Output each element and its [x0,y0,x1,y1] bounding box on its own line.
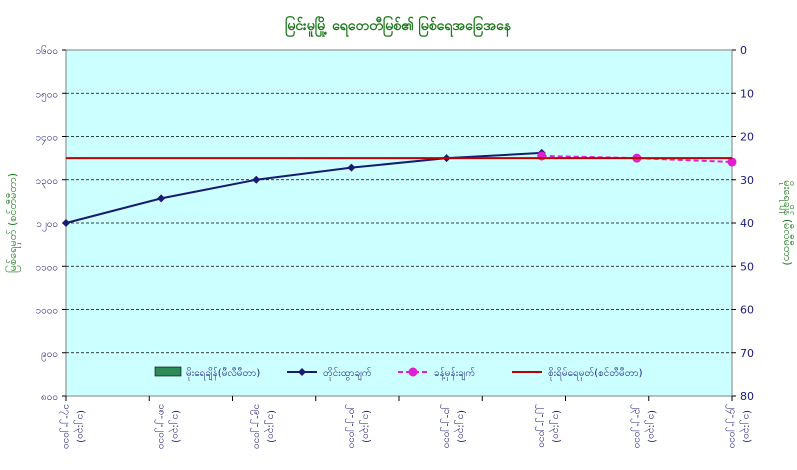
right-tick-label: 60 [740,304,754,317]
legend-marker-diamond [298,368,306,376]
x-tick-time: (၁၂:၃၀) [549,410,562,443]
left-tick-label: ၁၃၀၀ [36,176,59,189]
x-tick-time: (၁၂:၃၀) [454,410,467,443]
x-tick-time: (၁၂:၃၀) [739,410,752,443]
right-tick-label: 50 [740,260,754,273]
y-axis-right-label: မိုးရေချိန် (မီလီမီတာ) [779,180,794,265]
series-layer [62,148,737,227]
left-tick-label: ၈၀၀ [41,392,58,403]
x-tick-time: (၁၂:၃၀) [168,410,181,443]
left-tick-label: ၁၁၀၀ [36,262,59,273]
right-tick-label: 30 [740,174,754,187]
chart-title: မြင်းမူမြို့ ရေ၀ောတီမြစ်၏ မြစ်ရေအခြေအနေ [285,16,512,37]
x-tick-date: ၂၂-၂-၂၀၁၀ [535,404,548,448]
x-tick-label: ၁၈-၂-၂၀၁၀ (၁၂:၃၀) [154,404,181,449]
x-tick-label: ၂၃-၂-၂၀၁၀ (၁၂:၃၀) [630,404,657,448]
x-tick-date: ၂၁-၂-၂၀၁၀ [440,404,453,448]
left-tick-label: ၁၆၀၀ [36,44,59,57]
left-tick-label: ၁၄၀၀ [36,133,59,146]
left-tick-label: ၁၅၀၀ [36,89,59,102]
legend-label: မိုးရေချိန်(မီလီမီတာ) [186,366,260,381]
x-tick-time: (၁၂:၃၀) [644,410,657,443]
observed-point [157,194,166,203]
right-tick-label: 40 [740,217,754,230]
x-tick-date: ၂၄-၂-၂၀၁၀ [725,404,738,448]
gridlines [66,92,732,354]
x-tick-time: (၁၂:၃၀) [358,410,371,443]
observed-point [347,163,356,172]
left-tick-label: ၁၀၀၀ [36,306,59,317]
right-axis-ticks: 0 10 20 30 40 50 60 70 80 [732,44,754,403]
x-tick-label: ၂၀-၂-၂၀၁၀ (၁၂:၃၀) [344,404,371,448]
x-tick-label: ၂၄-၂-၂၀၁၀ (၁၂:၃၀) [725,404,752,448]
legend: မိုးရေချိန်(မီလီမီတာ) တိုင်းထွာချက် ခန့်မှ… [154,366,643,381]
x-tick-date: ၂၀-၂-၂၀၁၀ [344,404,357,448]
x-tick-date: ၂၃-၂-၂၀၁၀ [630,404,643,448]
x-tick-time: (၁၂:၃၀) [263,410,276,443]
right-tick-label: 70 [740,347,754,360]
observed-point [252,175,261,184]
right-tick-label: 0 [740,44,747,57]
right-tick-label: 80 [740,390,754,403]
legend-swatch-rain [154,366,182,377]
legend-label: တိုင်းထွာချက် [323,366,372,381]
left-tick-label: ၉၀၀ [41,349,58,362]
y-axis-left-label: မြစ်ရေမှတ် (စင်တီမီတာ) [5,173,21,273]
x-tick-date: ၁၈-၂-၂၀၁၀ [154,404,167,449]
x-tick-label: ၂၂-၂-၂၀၁၀ (၁၂:၃၀) [535,404,562,448]
right-tick-label: 20 [740,131,754,144]
x-tick-date: ၁၇-၂-၂၀၁၀ [59,404,72,449]
legend-label: ခန့်မှန်းချက် [434,366,475,381]
x-tick-label: ၁၇-၂-၂၀၁၀ (၁၂:၃၀) [59,404,86,449]
legend-marker-circle [408,367,418,377]
x-tick-label: ၂၁-၂-၂၀၁၀ (၁၂:၃၀) [440,404,467,448]
x-axis-ticks: ၁၇-၂-၂၀၁၀ (၁၂:၃၀) ၁၈-၂-၂၀၁၀ (၁၂:၃၀) ၁၉-၂-၂၀၁… [59,396,752,449]
right-tick-label: 10 [740,87,754,100]
x-tick-time: (၁၂:၃၀) [73,410,86,443]
x-tick-date: ၁၉-၂-၂၀၁၀ [249,404,262,449]
x-tick-label: ၁၉-၂-၂၀၁၀ (၁၂:၃၀) [249,404,276,449]
forecast-point [727,157,737,167]
legend-label: စိုးရိမ်ရေမှတ်(စင်တီမီတာ) [548,366,643,381]
observed-point [62,219,70,227]
left-tick-label: ၁၂၀၀ [36,219,58,232]
